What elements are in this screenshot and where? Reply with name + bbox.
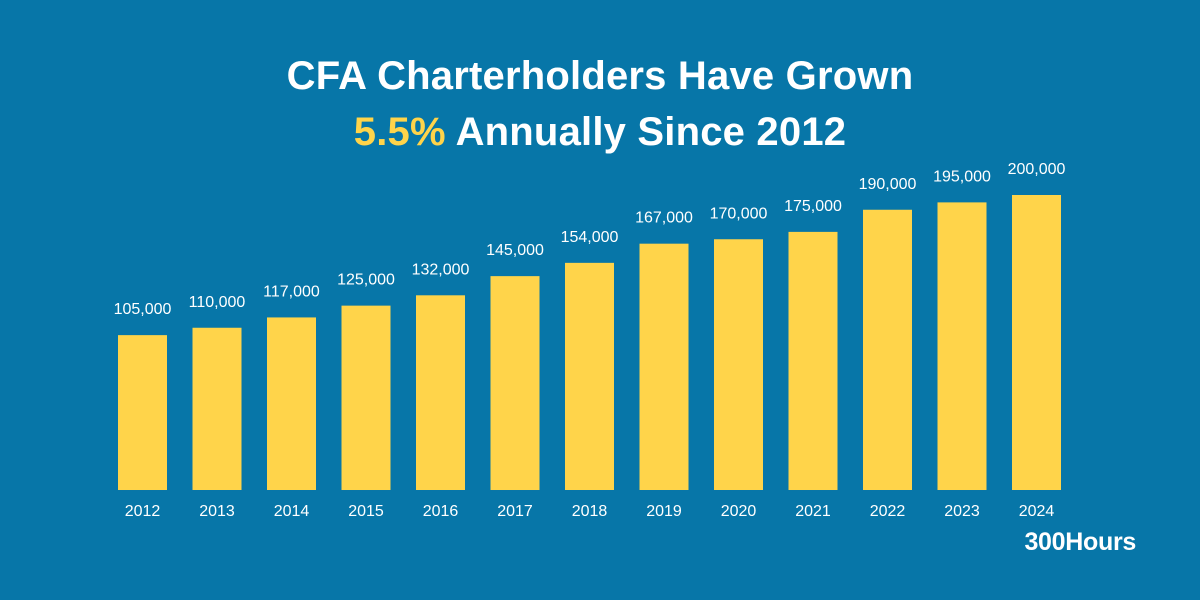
value-label-2024: 200,000 <box>1008 161 1066 178</box>
brand-logo-text: 300Hours <box>1024 528 1136 556</box>
value-label-2021: 175,000 <box>784 198 842 215</box>
bar-2013 <box>192 327 242 490</box>
value-label-2018: 154,000 <box>561 229 619 246</box>
bar-2020 <box>714 239 763 490</box>
bar-2021 <box>788 231 838 491</box>
bar-2019 <box>639 243 689 490</box>
x-tick-label-2016: 2016 <box>423 503 459 520</box>
bar-2012 <box>118 335 167 491</box>
value-label-2016: 132,000 <box>412 261 470 278</box>
value-label-2013: 110,000 <box>189 294 246 311</box>
bar-2023 <box>937 202 987 491</box>
x-tick-label-2022: 2022 <box>870 503 906 520</box>
x-tick-label-2023: 2023 <box>944 503 980 520</box>
x-tick-label-2021: 2021 <box>795 503 831 520</box>
chart-title-line1: CFA Charterholders Have Grown <box>286 54 914 98</box>
x-tick-label-2024: 2024 <box>1019 503 1055 520</box>
value-label-2015: 125,000 <box>337 272 395 289</box>
value-label-2014: 117,000 <box>263 283 320 300</box>
bar-2017 <box>490 276 540 491</box>
x-tick-label-2020: 2020 <box>721 503 757 520</box>
x-tick-label-2017: 2017 <box>497 503 533 520</box>
growth-rate-highlight: 5.5% <box>353 110 446 154</box>
value-label-2017: 145,000 <box>486 242 544 259</box>
x-tick-label-2014: 2014 <box>274 503 310 520</box>
bar-2018 <box>565 262 614 490</box>
value-label-2012: 105,000 <box>114 301 172 318</box>
chart-title-line2-rest: Annually Since 2012 <box>445 110 847 154</box>
x-tick-label-2015: 2015 <box>348 503 384 520</box>
value-label-2020: 170,000 <box>710 205 768 222</box>
x-tick-label-2013: 2013 <box>199 503 235 520</box>
x-tick-label-2019: 2019 <box>646 503 682 520</box>
bar-2014 <box>267 317 316 490</box>
bar-2022 <box>863 209 912 490</box>
x-tick-label-2012: 2012 <box>125 503 161 520</box>
x-tick-label-2018: 2018 <box>572 503 608 520</box>
bar-2024 <box>1012 195 1061 490</box>
value-label-2023: 195,000 <box>933 168 991 185</box>
chart-title-line2: 5.5% Annually Since 2012 <box>0 108 1200 156</box>
value-label-2019: 167,000 <box>635 210 693 227</box>
bar-2015 <box>341 305 391 491</box>
value-label-2022: 190,000 <box>859 176 917 193</box>
bar-2016 <box>416 295 465 490</box>
